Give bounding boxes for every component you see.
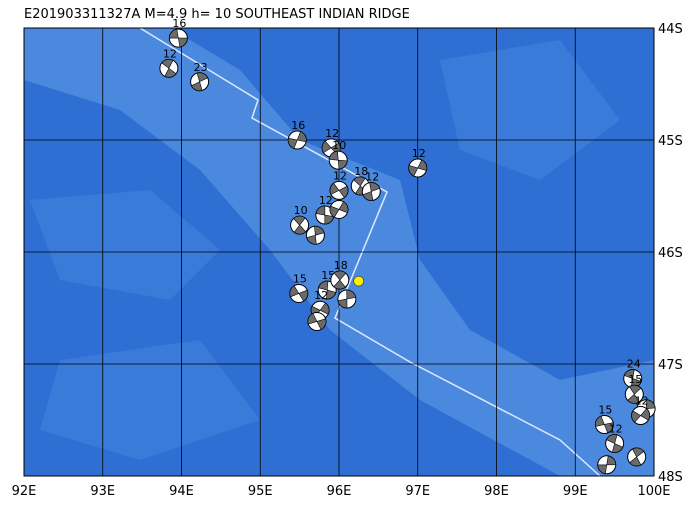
lon-label: 100E xyxy=(637,484,670,499)
beachball-quadrant xyxy=(595,415,614,434)
focal-mechanism xyxy=(330,270,350,290)
event-label: 12 xyxy=(412,147,426,160)
title: E201903311327A M=4.9 h= 10 SOUTHEAST IND… xyxy=(24,7,410,22)
focal-mechanism xyxy=(594,414,614,434)
lon-label: 92E xyxy=(12,484,37,499)
event-label: 12 xyxy=(635,395,649,408)
focal-mechanism xyxy=(361,182,381,202)
lat-label: 48S xyxy=(658,470,683,485)
beachball-quadrant xyxy=(306,225,325,245)
lat-label: 44S xyxy=(658,22,683,37)
epicenter xyxy=(353,275,364,287)
focal-mechanism xyxy=(289,283,309,303)
event-label: 18 xyxy=(334,259,348,272)
event-label: 23 xyxy=(194,61,208,74)
focal-mechanism xyxy=(168,28,188,48)
focal-mechanism xyxy=(329,180,349,200)
focal-mechanism xyxy=(290,215,310,235)
focal-mechanism xyxy=(317,280,337,300)
event-label: 12 xyxy=(325,127,339,140)
lon-label: 97E xyxy=(405,484,430,499)
lon-label: 94E xyxy=(169,484,194,499)
beachball-quadrant xyxy=(161,59,177,78)
lat-label: 47S xyxy=(658,358,683,373)
beachball-quadrant xyxy=(293,215,307,235)
event-label: 16 xyxy=(172,17,186,30)
beachball-quadrant xyxy=(597,455,617,475)
lon-label: 93E xyxy=(90,484,115,499)
focal-mechanism xyxy=(408,158,428,178)
focal-mechanism xyxy=(307,311,327,331)
lon-label: 96E xyxy=(327,484,352,499)
focal-mechanism xyxy=(631,406,651,426)
focal-mechanism xyxy=(287,130,307,150)
focal-mechanism xyxy=(190,72,210,92)
event-label: 16 xyxy=(291,119,305,132)
beachball-quadrant xyxy=(333,270,347,290)
frame xyxy=(23,27,655,477)
focal-mechanism xyxy=(597,455,617,475)
beachball-quadrant xyxy=(289,285,309,302)
focal-mechanism xyxy=(624,384,644,404)
plate-boundary xyxy=(139,27,601,477)
beachball-quadrant xyxy=(328,150,348,170)
beachball-quadrant xyxy=(629,447,645,467)
lon-label: 99E xyxy=(563,484,588,499)
event-label: 12 xyxy=(314,289,328,302)
beachball-quadrant xyxy=(329,182,349,199)
beachball-quadrant xyxy=(307,312,327,330)
event-label: 15 xyxy=(628,373,642,386)
event-label: 12 xyxy=(319,194,333,207)
beachball-quadrant xyxy=(337,289,357,309)
focal-mechanism xyxy=(329,199,349,219)
lat-label: 46S xyxy=(658,246,683,261)
event-label: 15 xyxy=(293,272,307,285)
beachball-quadrant xyxy=(329,201,349,218)
event-label: 15 xyxy=(598,403,612,416)
beachball-quadrant xyxy=(362,182,381,201)
focal-mechanism xyxy=(605,434,625,454)
focal-mechanism xyxy=(328,150,348,170)
beachball-quadrant xyxy=(318,280,337,300)
beachball-quadrant xyxy=(631,408,650,423)
focal-mechanism xyxy=(305,225,325,245)
focal-mechanism xyxy=(159,58,179,78)
event-label: 10 xyxy=(332,139,346,152)
event-label: 12 xyxy=(333,169,347,182)
beachball-quadrant xyxy=(287,131,307,149)
focal-mechanism xyxy=(337,289,357,309)
event-label: 24 xyxy=(627,358,641,371)
event-label: 12 xyxy=(163,47,177,60)
lon-label: 95E xyxy=(248,484,273,499)
focal-mechanism xyxy=(623,369,643,389)
beachball-quadrant xyxy=(408,159,428,177)
beachball-quadrant xyxy=(606,434,624,453)
event-label: 12 xyxy=(609,423,623,436)
beachball-quadrant xyxy=(627,384,642,404)
event-label: 18 xyxy=(354,165,368,178)
beachball-quadrant xyxy=(191,72,209,92)
lon-label: 98E xyxy=(484,484,509,499)
lat-label: 45S xyxy=(658,134,683,149)
focal-mechanism xyxy=(627,447,647,467)
event-label: 10 xyxy=(294,204,308,217)
event-label: 12 xyxy=(365,171,379,184)
beachball-quadrant xyxy=(168,28,188,48)
